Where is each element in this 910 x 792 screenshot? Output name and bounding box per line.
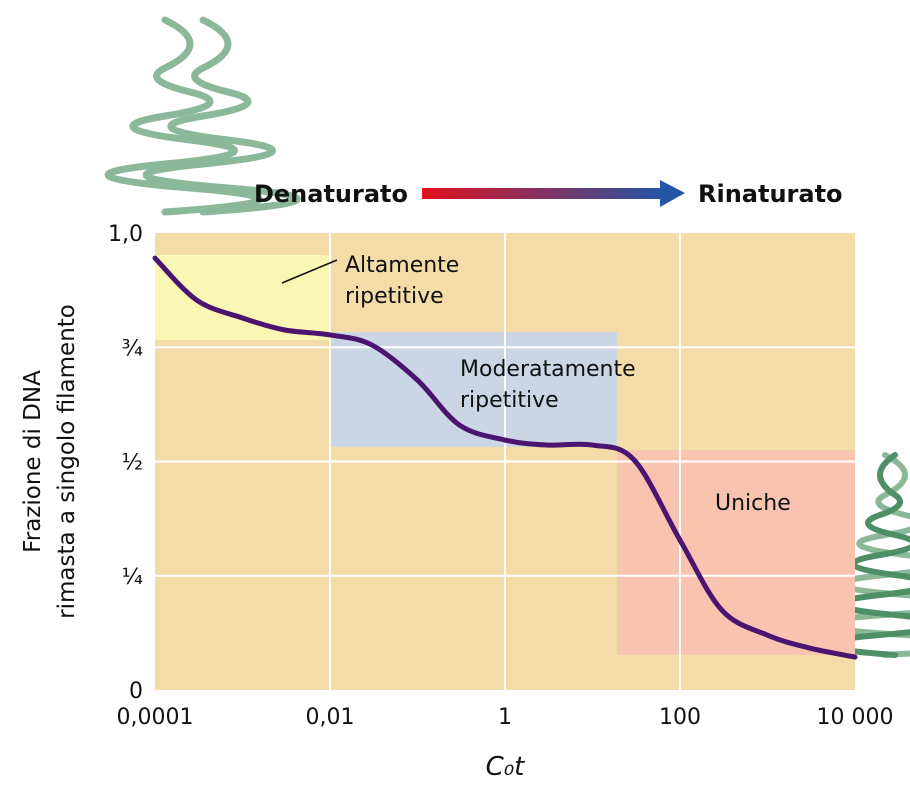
region-label: ripetitive	[460, 388, 559, 413]
region-label: Moderatamente	[460, 357, 636, 382]
x-tick-label: 0,01	[306, 705, 355, 730]
leader-line	[281, 259, 338, 284]
y-tick-label: 0	[129, 679, 143, 704]
curve	[152, 255, 858, 660]
region-label: Altamente	[345, 253, 459, 278]
region	[155, 254, 330, 340]
y-tick-label: ¼	[122, 565, 143, 590]
arrow-head	[660, 180, 685, 207]
y-tick-label: 1,0	[108, 222, 143, 247]
x-tick-label: 0,0001	[117, 705, 194, 730]
arrow-label: Rinaturato	[698, 180, 843, 208]
helix-left	[104, 16, 301, 216]
y-tick-label: ½	[122, 451, 143, 476]
y-axis-label: rimasta a singolo filamento	[54, 304, 80, 619]
x-axis-label: C₀t	[486, 752, 526, 782]
arrow-label: Denaturato	[254, 180, 408, 208]
x-tick-label: 1	[498, 705, 512, 730]
y-axis-label: Frazione di DNA	[20, 370, 46, 553]
x-tick-label: 10 000	[817, 705, 894, 730]
y-tick-label: ¾	[122, 336, 143, 361]
arrow-shaft	[422, 188, 662, 199]
x-tick-label: 100	[659, 705, 701, 730]
region-label: Uniche	[715, 491, 791, 516]
region-label: ripetitive	[345, 284, 444, 309]
